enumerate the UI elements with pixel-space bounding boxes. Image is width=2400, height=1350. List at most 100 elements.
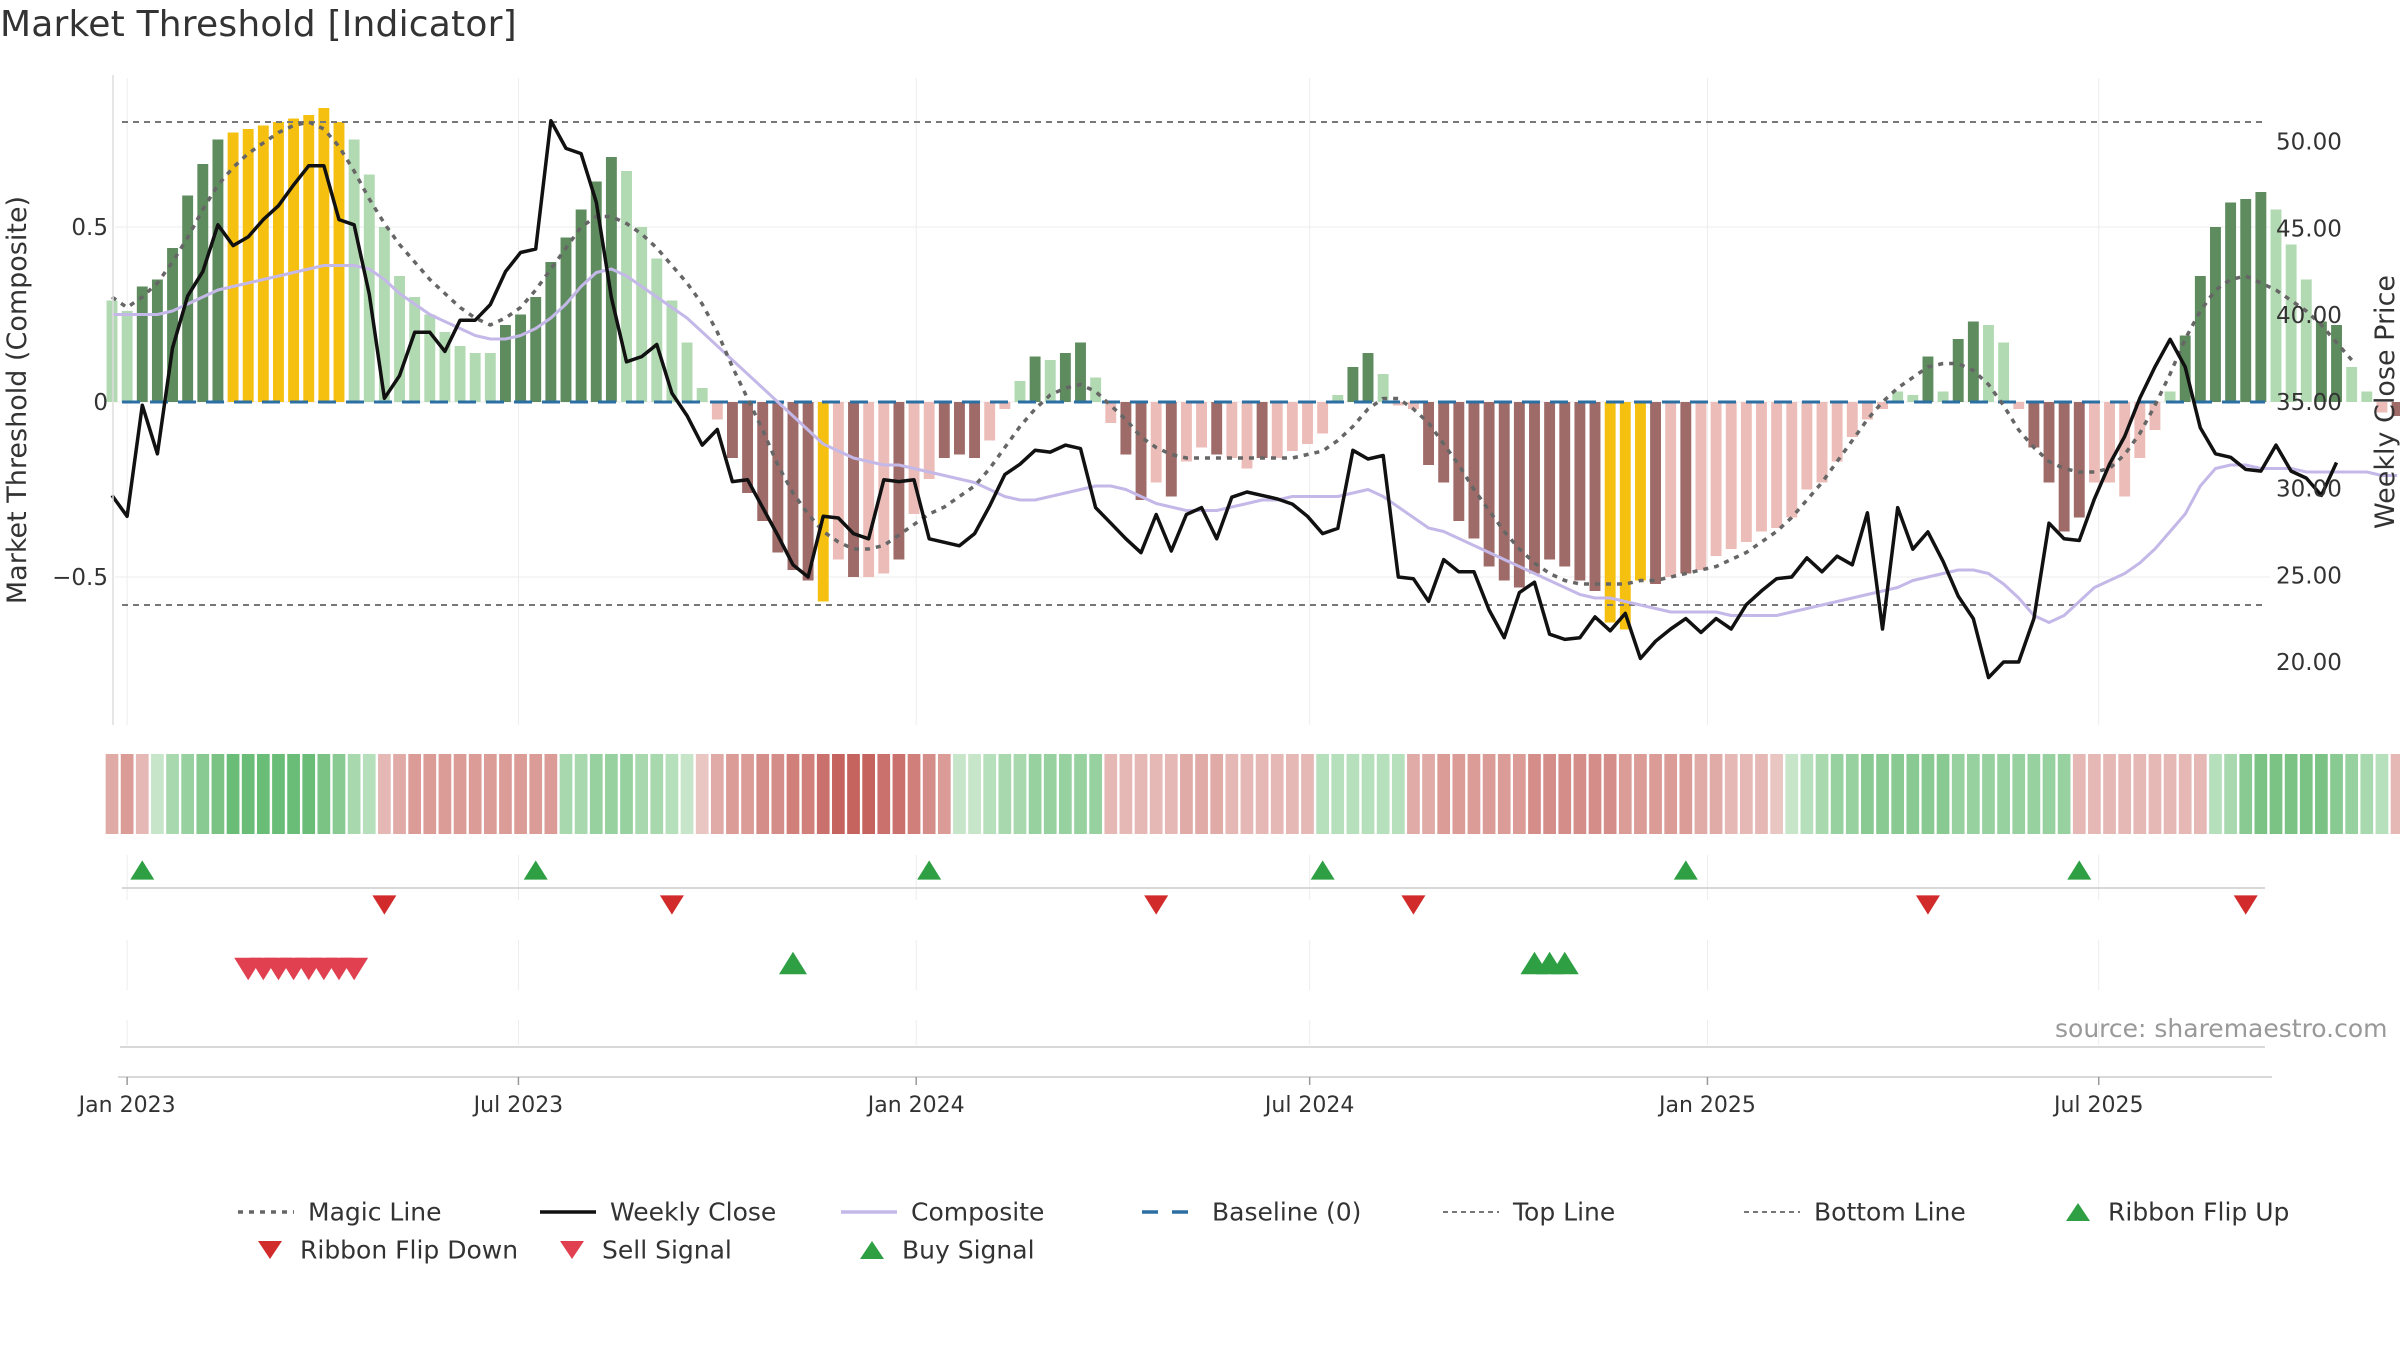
composite-bar [1786,402,1798,518]
composite-bar [908,402,920,514]
ribbon-cell [1225,754,1239,834]
ribbon-flip-up-marker [1673,860,1698,880]
composite-bar [590,181,602,402]
ribbon-cell [1694,754,1708,834]
composite-bar [197,164,209,402]
composite-bar [273,122,284,402]
composite-bar [1407,402,1419,409]
ribbon-cell [1997,754,2010,834]
x-axis: Jan 2023 Jul 2023 Jan 2024 Jul 2024 Jan 2025… [77,1076,2272,1118]
ribbon-cell [1649,754,1662,834]
composite-bar [151,279,163,402]
ribbon-cell [1346,754,1360,834]
ribbon-cell [1043,754,1057,834]
weekly-close-line [110,118,2339,680]
ribbon-cell [756,754,770,834]
composite-bar [2058,402,2070,532]
ribbon-cell [514,754,527,834]
composite-bar [1589,402,1601,591]
ribbon-cell [1936,754,1950,834]
source-credit: source: sharemaestro.com [2055,1014,2388,1043]
ribbon-cell [1966,754,1980,834]
ribbon-cell [1104,754,1118,834]
ribbon-cell [1391,754,1405,834]
ribbon-cell [181,754,195,834]
ribbon-cell [786,754,800,834]
sell-signal-marker [340,957,369,981]
ribbon-cell [589,754,603,834]
composite-bar [2270,209,2282,402]
composite-bar [1150,402,1162,483]
right-tick-label: 45.00 [2276,216,2342,242]
ribbon-cell [877,754,891,834]
composite-bar [1362,353,1374,402]
ribbon-cell [726,754,739,834]
composite-bar [1090,377,1102,402]
composite-bar [1892,391,1904,402]
composite-bar [923,402,935,479]
ribbon-cell [2284,754,2298,834]
composite-bar [1317,402,1329,434]
composite-bar [1861,402,1873,420]
composite-bar [984,402,996,441]
ribbon-cell [544,754,558,834]
ribbon-cell [559,754,573,834]
composite-bar [1907,395,1919,402]
x-tick-label: Jan 2025 [1657,1093,1756,1118]
composite-bar [772,402,784,553]
composite-bar [121,311,133,402]
ribbon-cell [287,754,300,834]
ribbon-cell [2330,754,2343,834]
ribbon-cell [272,754,285,834]
ribbon-cell [135,754,149,834]
x-tick-label: Jul 2024 [1263,1093,1355,1118]
x-tick-label: Jul 2025 [2052,1093,2144,1118]
composite-bar [1105,402,1117,423]
composite-bar [863,402,875,577]
composite-bar [2073,402,2085,518]
composite-bar [757,402,769,521]
composite-bar [605,157,617,402]
ribbon-cell [2315,754,2328,834]
composite-bar [2028,402,2040,448]
ribbon-cell [1361,754,1375,834]
composite-bar [2088,402,2100,483]
ribbon-cell [937,754,951,834]
ribbon-cell [1906,754,1920,834]
composite-bar [1710,402,1722,556]
ribbon-cell [650,754,664,834]
composite-bar [817,402,829,602]
ribbon-cell [847,754,860,834]
ribbon-cell [907,754,921,834]
ribbon-cell [2072,754,2086,834]
ribbon-cell [196,754,210,834]
ribbon-cell [2239,754,2253,834]
ribbon-cell [1861,754,1874,834]
ribbon-cell [317,754,331,834]
composite-bar [2300,279,2312,402]
composite-bars [106,108,2400,630]
composite-bar [1029,356,1041,402]
composite-bar [257,125,269,402]
ribbon-cell [378,754,391,834]
composite-bar [500,325,511,402]
ribbon-cell [1467,754,1481,834]
composite-bar [318,108,330,402]
ribbon-cell [302,754,316,834]
ribbon-cell [2103,754,2116,834]
ribbon-cell [574,754,588,834]
composite-bar [2346,367,2358,402]
ribbon-cell [2254,754,2268,834]
composite-bar [2255,192,2267,402]
ribbon-cell [1921,754,1935,834]
composite-bar [394,276,405,402]
ribbon-cell [1845,754,1859,834]
ribbon-cell [1028,754,1042,834]
composite-line [112,264,2398,624]
ribbon-cell [998,754,1012,834]
magic-line [111,120,2354,586]
composite-bar [878,402,890,574]
ribbon-cell [1891,754,1905,834]
ribbon-flip-down-marker [2233,895,2258,915]
ribbon-cell [2375,754,2389,834]
